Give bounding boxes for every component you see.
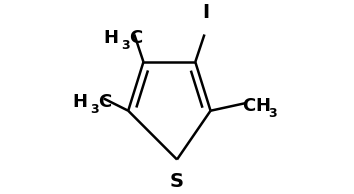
Text: 3: 3 [268, 107, 276, 120]
Text: S: S [170, 172, 184, 191]
Text: C: C [242, 97, 256, 115]
Text: H: H [103, 29, 118, 47]
Text: 3: 3 [90, 103, 99, 116]
Text: H: H [72, 93, 87, 111]
Text: I: I [202, 3, 210, 22]
Text: 3: 3 [121, 39, 130, 52]
Text: C: C [98, 93, 111, 111]
Text: H: H [256, 97, 270, 115]
Text: C: C [129, 29, 142, 47]
